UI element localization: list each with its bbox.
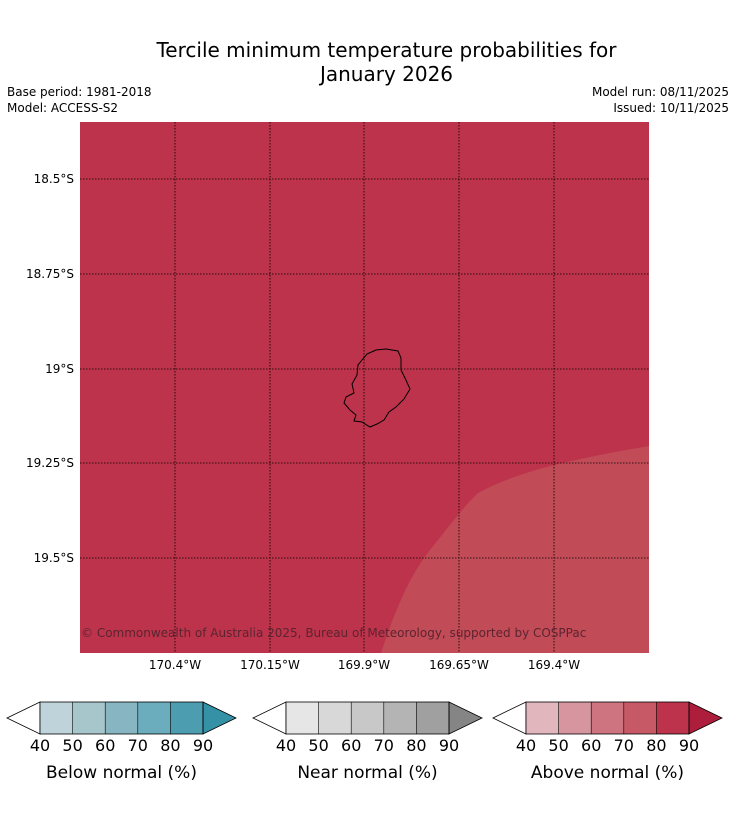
colorbar-cell: [137, 702, 171, 734]
colorbar-cell: [286, 702, 319, 734]
colorbar-tick-label: 90: [679, 736, 699, 755]
model-name: Model: ACCESS-S2: [7, 101, 119, 115]
colorbar-tick-label: 90: [439, 736, 459, 755]
colorbar-outline: [525, 701, 690, 735]
colorbar-tick-label: 70: [374, 736, 394, 755]
title-line-2: January 2026: [319, 62, 454, 86]
chart-title: Tercile minimum temperature probabilitie…: [0, 38, 736, 86]
title-line-1: Tercile minimum temperature probabilitie…: [156, 38, 617, 62]
colorbar-cell: [318, 702, 352, 734]
colorbar-tick-label: 70: [128, 736, 148, 755]
colorbar-tick-label: 80: [406, 736, 426, 755]
probability-region-secondary: [381, 446, 649, 653]
colorbar-cell: [105, 702, 138, 734]
colorbar-extend-high: [448, 701, 483, 735]
island-outline: [343, 348, 411, 428]
lon-label: 170.15°W: [240, 658, 300, 672]
issued-date: Issued: 10/11/2025: [613, 101, 729, 115]
lat-label: 19.25°S: [26, 456, 74, 470]
meta-left: Base period: 1981-2018 Model: ACCESS-S2: [7, 84, 152, 116]
lat-labels: 18.5°S 18.75°S 19°S 19.25°S 19.5°S: [26, 172, 74, 565]
colorbar-cell: [623, 702, 657, 734]
colorbar-cell: [526, 702, 559, 734]
grid-lines: [80, 122, 649, 653]
colorbar-tick-label: 60: [95, 736, 115, 755]
colorbar-cell: [416, 702, 449, 734]
base-period: Base period: 1981-2018: [7, 85, 152, 99]
colorbar-tick-label: 50: [548, 736, 568, 755]
lat-label: 18.75°S: [26, 267, 74, 281]
colorbar-outline: [39, 701, 204, 735]
colorbar-tick-label: 50: [308, 736, 328, 755]
colorbar-extend-low: [6, 701, 41, 735]
colorbar-tick-label: 60: [581, 736, 601, 755]
colorbar-extend-low: [492, 701, 527, 735]
colorbar-extend-high: [688, 701, 723, 735]
colorbar-label: Below normal (%): [46, 763, 197, 783]
colorbar-tick-label: 90: [193, 736, 213, 755]
colorbar-tick-label: 40: [30, 736, 50, 755]
colorbar-tick-label: 80: [160, 736, 180, 755]
colorbar-cell: [170, 702, 203, 734]
colorbar-cell: [591, 702, 624, 734]
colorbar-cell: [72, 702, 106, 734]
colorbar-tick-label: 40: [276, 736, 296, 755]
lon-label: 169.65°W: [429, 658, 489, 672]
lon-label: 169.9°W: [338, 658, 390, 672]
colorbar-cell: [351, 702, 384, 734]
colorbar-cell: [383, 702, 417, 734]
colorbar-extend-low: [252, 701, 287, 735]
colorbar-cell: [656, 702, 689, 734]
copyright-notice: © Commonwealth of Australia 2025, Bureau…: [81, 626, 586, 640]
lon-label: 169.4°W: [528, 658, 580, 672]
colorbar-label: Near normal (%): [297, 763, 437, 783]
lat-label: 19°S: [45, 362, 74, 376]
colorbar-tick-label: 40: [516, 736, 536, 755]
colorbar-outline: [285, 701, 450, 735]
colorbar-tick-label: 50: [62, 736, 82, 755]
lon-label: 170.4°W: [149, 658, 201, 672]
model-run: Model run: 08/11/2025: [591, 85, 729, 99]
colorbar-cell: [40, 702, 73, 734]
colorbar-extend-high: [202, 701, 237, 735]
meta-right: Model run: 08/11/2025 Issued: 10/11/2025: [592, 84, 729, 116]
colorbar-cell: [558, 702, 592, 734]
lat-label: 18.5°S: [34, 172, 74, 186]
lon-labels: 170.4°W 170.15°W 169.9°W 169.65°W 169.4°…: [149, 658, 580, 672]
colorbar-tick-label: 80: [646, 736, 666, 755]
colorbar-tick-label: 60: [341, 736, 361, 755]
colorbar-label: Above normal (%): [531, 763, 684, 783]
colorbar-tick-label: 70: [614, 736, 634, 755]
lat-label: 19.5°S: [34, 551, 74, 565]
